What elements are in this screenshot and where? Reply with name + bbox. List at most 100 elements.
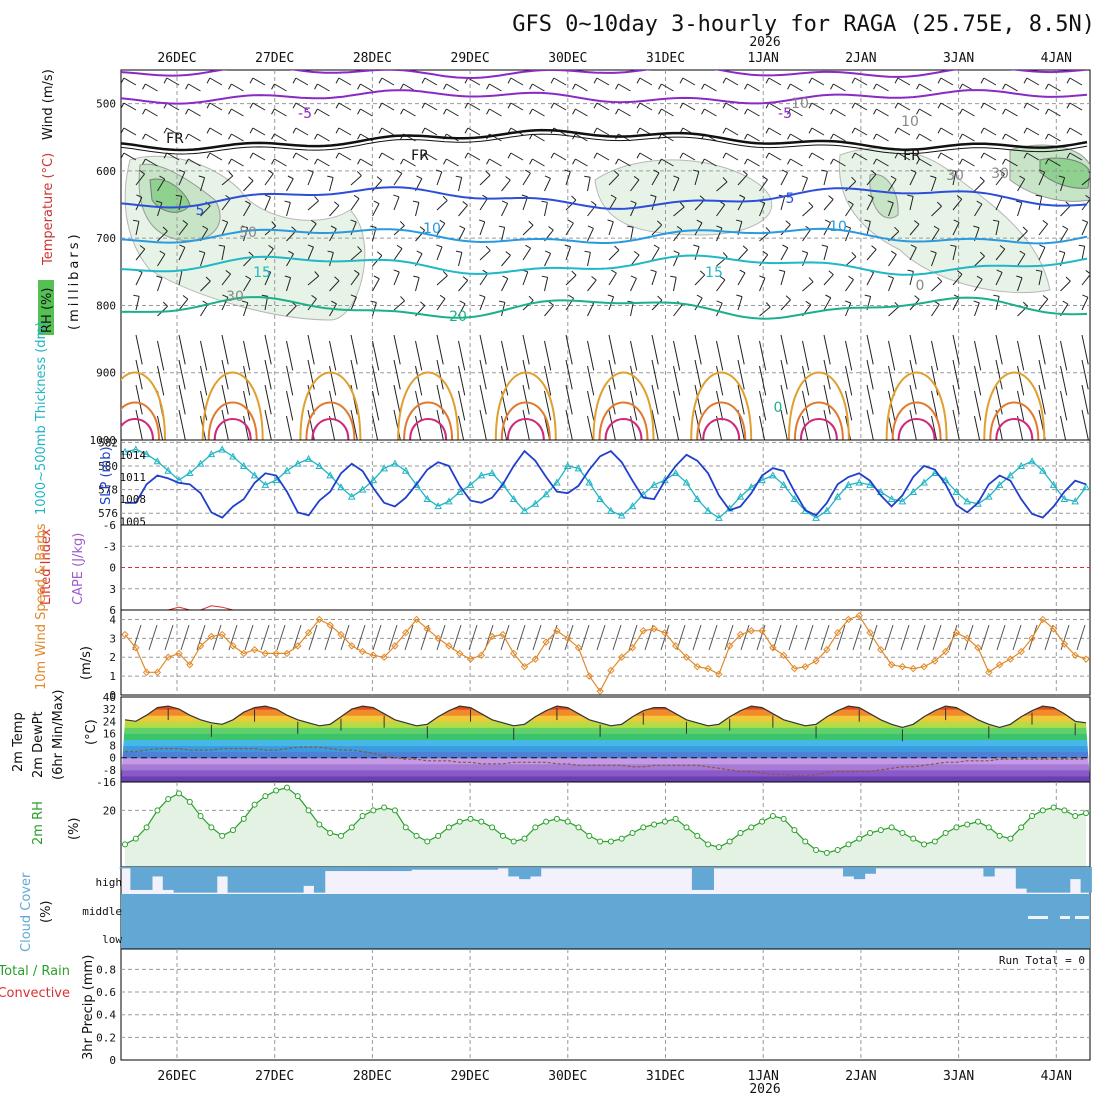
wind-speed-marker (596, 687, 604, 695)
wind-barb (252, 102, 266, 111)
wind-barb-flag (1066, 127, 1071, 134)
wind-barb (694, 171, 700, 186)
year-top: 2026 (749, 35, 780, 50)
wind-barb-flag (501, 200, 508, 204)
wind-barb (802, 252, 809, 267)
thickness-marker (995, 480, 1004, 488)
wind-barb (123, 102, 137, 111)
wind-barb (372, 415, 379, 440)
wind-barb-10m (1012, 624, 1022, 651)
wind-barb-flag (185, 83, 189, 90)
wind-speed-marker (1028, 634, 1036, 643)
wind-barb-flag (910, 169, 917, 173)
label-2m-dewpt: 2m DewPt (31, 711, 46, 778)
wind-barb-flag (973, 225, 980, 229)
wind-barb-flag (716, 225, 723, 229)
thickness-line (124, 448, 1087, 519)
wind-barb-flag (271, 83, 275, 90)
wind-barb (802, 415, 809, 440)
rh-marker (467, 815, 474, 822)
wind-barb-flag (502, 275, 509, 279)
wind-barb-flag (1062, 300, 1069, 305)
wind-barb (178, 409, 186, 440)
wind-barb (909, 247, 917, 261)
wind-barb-flag (1058, 175, 1065, 179)
contour-10 (121, 227, 1088, 245)
wind-speed-marker (488, 632, 496, 641)
wind-barb-flag (679, 152, 684, 159)
wind-barb-flag (1002, 133, 1006, 140)
wind-tick: 1 (109, 670, 116, 683)
thickness-marker (1006, 471, 1015, 479)
thickness-marker (617, 511, 626, 519)
surface-temp-contour (305, 401, 356, 440)
wind-barb-flag (550, 102, 555, 109)
wind-barb-flag (393, 269, 400, 273)
wind-barb (919, 83, 932, 92)
wind-barb-flag (464, 102, 469, 109)
wind-barb-flag (765, 102, 770, 109)
wind-barb (264, 196, 271, 211)
high-cloud-bar (756, 867, 768, 869)
wind-barb (866, 384, 874, 415)
wind-barb-flag (673, 175, 680, 179)
wind-barb-flag (610, 194, 617, 199)
wind-barb (940, 77, 954, 86)
wind-barb (888, 415, 895, 440)
wind-barb-10m (276, 624, 286, 651)
rh-marker (694, 832, 701, 839)
wind-barb (888, 390, 896, 421)
label-lifted-index: Lifted Index (39, 528, 54, 605)
wind-barb (415, 415, 422, 440)
wind-barb (845, 256, 857, 267)
wind-barb-flag (744, 133, 748, 140)
wind-barb-flag (679, 102, 684, 109)
rh-marker (381, 804, 388, 811)
wind-barb (725, 102, 739, 111)
wind-barb (221, 384, 229, 415)
wind-barb (510, 102, 524, 111)
wind-barb (716, 390, 724, 421)
thickness-marker (563, 461, 572, 469)
wind-barb (575, 83, 588, 92)
thickness-marker (229, 452, 237, 460)
wind-barb (458, 365, 466, 396)
date-label-top: 30DEC (548, 51, 587, 66)
thickness-marker (445, 497, 453, 505)
wind-barb (157, 277, 163, 292)
wind-barb-flag (314, 133, 318, 140)
wind-speed-marker (326, 621, 334, 629)
rh-shade-blob (869, 173, 899, 219)
wind-barb (135, 384, 143, 415)
rh-marker (337, 832, 344, 839)
wind-speed-marker (995, 661, 1004, 669)
wind-barb (694, 384, 702, 415)
high-cloud-bar (616, 867, 628, 869)
wind-barb (381, 102, 395, 111)
surface-temp-contour (121, 401, 160, 440)
wind-barb (565, 334, 573, 365)
wind-barb-flag (541, 200, 548, 203)
wind-barb (931, 281, 943, 292)
wind-barb (565, 274, 577, 286)
surface-temp-contour (592, 371, 655, 440)
rh-marker (532, 824, 539, 831)
wind-barb (608, 409, 616, 440)
wind-barb-flag (1062, 225, 1068, 230)
rh-marker (683, 824, 690, 831)
pressure-tick: 500 (96, 98, 116, 111)
wind-barb (725, 77, 739, 86)
wind-barb (768, 102, 782, 111)
wind-barb (157, 340, 165, 371)
wind-barb (587, 415, 594, 440)
wind-barb-flag (591, 276, 597, 281)
wind-barb (1048, 108, 1061, 117)
wind-barb-flag (1065, 276, 1071, 282)
wind-barb-flag (914, 295, 920, 300)
wind-barb (565, 222, 574, 236)
wind-barb-flag (271, 221, 277, 227)
wind-barb-flag (378, 152, 383, 159)
wind-barb (704, 83, 717, 92)
high-cloud-bar (486, 867, 499, 870)
wind-barb-flag (824, 219, 831, 224)
